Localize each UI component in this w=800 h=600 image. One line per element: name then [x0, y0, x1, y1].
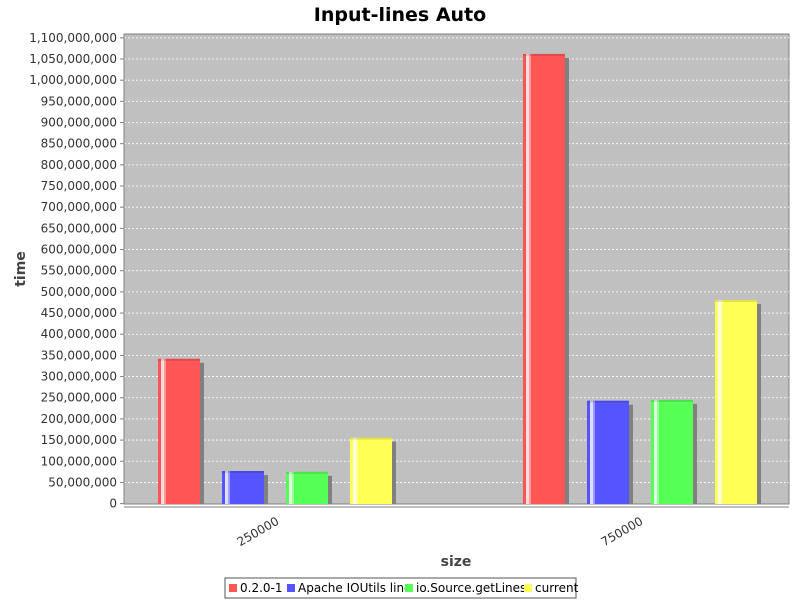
grid-lines — [124, 37, 789, 483]
bar — [286, 471, 328, 504]
bar-top-edge — [715, 299, 757, 302]
chart-title: Input-lines Auto — [314, 4, 486, 26]
legend-label: Apache IOUtils line — [298, 581, 411, 595]
bar-fill — [523, 53, 565, 505]
y-tick-label: 250,000,000 — [41, 391, 117, 405]
y-tick-label: 1,100,000,000 — [29, 31, 117, 45]
bar — [158, 358, 200, 504]
legend-label: io.Source.getLines — [416, 581, 526, 595]
y-tick-label: 950,000,000 — [41, 94, 117, 108]
bar-highlight — [225, 470, 228, 504]
bar-top-edge — [523, 53, 565, 56]
y-tick-label: 400,000,000 — [41, 327, 117, 341]
bar-highlight — [289, 471, 292, 504]
bar — [715, 299, 757, 504]
x-tick-label: 250000 — [235, 514, 282, 549]
bar-highlight — [654, 399, 657, 504]
legend-swatch — [524, 584, 532, 592]
bar-top-edge — [587, 400, 629, 403]
bar-highlight — [356, 437, 358, 504]
y-tick-label: 900,000,000 — [41, 116, 117, 130]
bar-fill — [158, 358, 200, 504]
bar-top-edge — [350, 437, 392, 440]
bar-highlight — [529, 53, 531, 505]
bar-highlight — [718, 299, 721, 504]
y-tick-label: 500,000,000 — [41, 285, 117, 299]
y-tick-label: 1,050,000,000 — [29, 52, 117, 66]
y-tick-label: 100,000,000 — [41, 454, 117, 468]
bar — [651, 399, 693, 504]
bar-highlight — [353, 437, 356, 504]
legend-swatch — [287, 584, 295, 592]
bar — [350, 437, 392, 504]
legend: 0.2.0-1 Apache IOUtils line io.Source.getL… — [224, 577, 579, 599]
bar-highlight — [590, 400, 593, 504]
bar-highlight — [657, 399, 659, 504]
bar-fill — [715, 299, 757, 504]
bar-highlight — [721, 299, 723, 504]
bars — [158, 53, 757, 505]
legend-swatch — [405, 584, 413, 592]
bar-fill — [222, 470, 264, 504]
bar-top-edge — [651, 399, 693, 402]
y-tick-label: 550,000,000 — [41, 264, 117, 278]
y-tick-label: 50,000,000 — [48, 475, 117, 489]
y-tick-label: 700,000,000 — [41, 200, 117, 214]
legend-label: current — [535, 581, 579, 595]
bar-fill — [350, 437, 392, 504]
y-tick-label: 750,000,000 — [41, 179, 117, 193]
x-axis-label: size — [441, 554, 472, 570]
y-tick-label: 650,000,000 — [41, 221, 117, 235]
bar-highlight — [161, 358, 164, 504]
bar-top-edge — [222, 470, 264, 473]
bar-top-edge — [158, 358, 200, 361]
legend-box — [224, 577, 577, 599]
bar-highlight — [526, 53, 529, 505]
x-tick-label: 750000 — [599, 514, 646, 549]
bar-fill — [587, 400, 629, 504]
bar-fill — [286, 471, 328, 504]
y-tick-label: 1,000,000,000 — [29, 73, 117, 87]
x-axis-ticks: 250000 750000 — [235, 514, 646, 549]
y-axis-label: time — [13, 251, 29, 287]
y-tick-label: 0 — [109, 497, 117, 511]
bar — [587, 400, 629, 504]
legend-swatch — [229, 584, 237, 592]
y-tick-label: 300,000,000 — [41, 370, 117, 384]
bar-highlight — [292, 471, 294, 504]
bar-highlight — [164, 358, 166, 504]
bar-fill — [651, 399, 693, 504]
y-tick-label: 200,000,000 — [41, 412, 117, 426]
bar — [222, 470, 264, 504]
y-axis-ticks: 0 50,000,000 100,000,000 150,000,000 200,000… — [29, 31, 124, 511]
bar-highlight — [593, 400, 595, 504]
y-tick-label: 800,000,000 — [41, 158, 117, 172]
y-tick-label: 350,000,000 — [41, 348, 117, 362]
y-tick-label: 600,000,000 — [41, 243, 117, 257]
y-tick-label: 450,000,000 — [41, 306, 117, 320]
y-tick-label: 850,000,000 — [41, 137, 117, 151]
bar-highlight — [228, 470, 230, 504]
legend-label: 0.2.0-1 — [240, 581, 283, 595]
bar-top-edge — [286, 471, 328, 474]
y-tick-label: 150,000,000 — [41, 433, 117, 447]
bar — [523, 53, 565, 505]
